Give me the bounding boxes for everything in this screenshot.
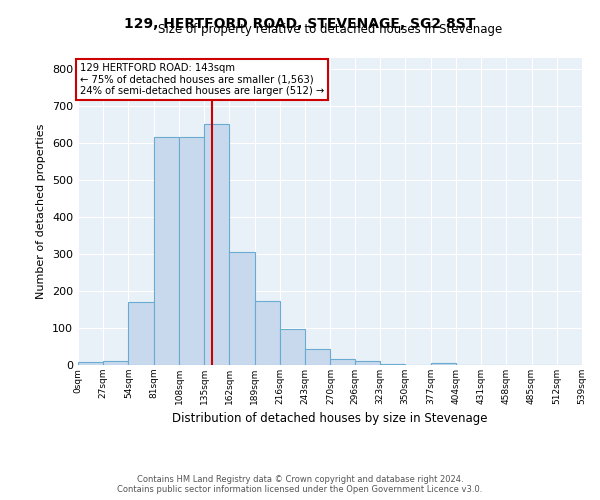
Bar (280, 328, 305, 365)
Bar (78, 362, 103, 365)
Title: Size of property relative to detached houses in Stevenage: Size of property relative to detached ho… (158, 22, 502, 36)
Bar (128, 302, 154, 365)
Text: 129 HERTFORD ROAD: 143sqm
← 75% of detached houses are smaller (1,563)
24% of se: 129 HERTFORD ROAD: 143sqm ← 75% of detac… (80, 63, 324, 96)
Bar (255, 302, 280, 365)
Bar (179, 137, 204, 365)
Bar (103, 360, 128, 365)
Bar (305, 350, 331, 365)
Bar (229, 252, 255, 365)
Bar (380, 364, 405, 365)
Bar (431, 363, 456, 365)
Y-axis label: Number of detached properties: Number of detached properties (37, 124, 46, 299)
Bar (355, 362, 380, 365)
Bar (204, 124, 229, 365)
X-axis label: Distribution of detached houses by size in Stevenage: Distribution of detached houses by size … (172, 412, 488, 426)
Text: 129, HERTFORD ROAD, STEVENAGE, SG2 8ST: 129, HERTFORD ROAD, STEVENAGE, SG2 8ST (124, 18, 476, 32)
Text: Contains HM Land Registry data © Crown copyright and database right 2024.
Contai: Contains HM Land Registry data © Crown c… (118, 474, 482, 494)
Bar (331, 360, 355, 365)
Bar (154, 137, 179, 365)
